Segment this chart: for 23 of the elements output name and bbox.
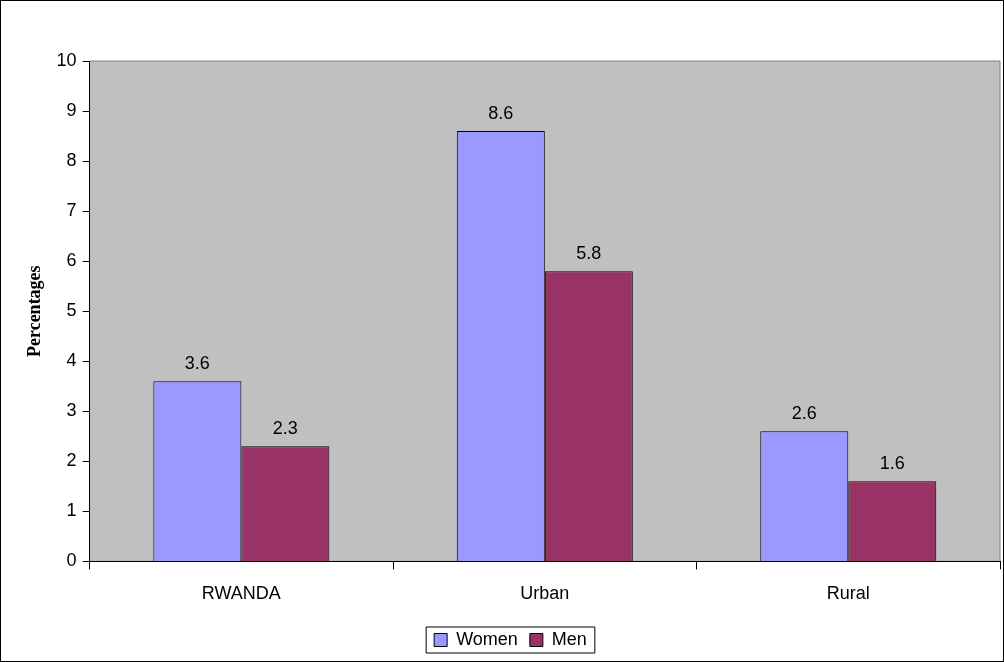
data-label: 2.6 — [791, 403, 817, 424]
data-label: 2.3 — [272, 418, 298, 439]
x-tick-label: RWANDA — [201, 583, 281, 604]
y-tick-label: 10 — [56, 49, 77, 70]
y-tick-label: 7 — [66, 200, 77, 221]
y-tick-label: 6 — [66, 250, 77, 271]
y-axis-title: Percentages — [24, 265, 45, 358]
legend-label: Men — [551, 628, 587, 649]
data-label: 8.6 — [488, 103, 514, 124]
y-tick-label: 5 — [66, 300, 77, 321]
data-label: 1.6 — [879, 453, 905, 474]
y-tick-label: 1 — [66, 500, 77, 521]
x-tick-label: Urban — [520, 583, 570, 604]
y-tick-label: 8 — [66, 150, 77, 171]
legend-label: Women — [456, 628, 518, 649]
y-tick-label: 9 — [66, 100, 77, 121]
x-tick-label: Rural — [826, 583, 870, 604]
y-tick-label: 3 — [66, 400, 77, 421]
data-label: 3.6 — [184, 353, 210, 374]
y-tick-label: 4 — [66, 350, 77, 371]
y-tick-label: 0 — [66, 550, 77, 571]
y-tick-label: 2 — [66, 450, 77, 471]
data-label: 5.8 — [576, 243, 602, 264]
